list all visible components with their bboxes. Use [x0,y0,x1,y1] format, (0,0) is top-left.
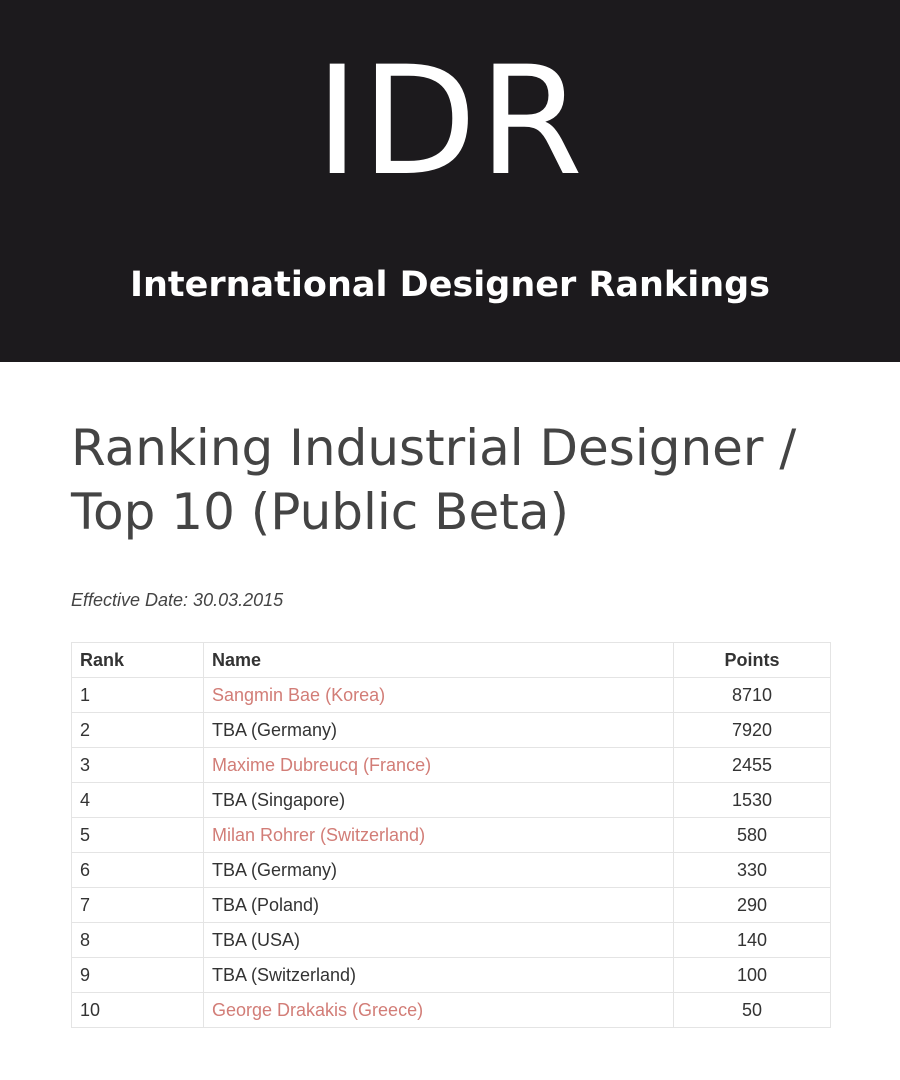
ranking-table: Rank Name Points 1 Sangmin Bae (Korea) 8710 2… [71,642,831,1028]
tagline: International Designer Rankings [129,265,771,305]
rank-cell: 5 [71,817,204,853]
designer-name: TBA (USA) [212,929,301,950]
name-cell: TBA (Poland) [203,887,674,923]
name-cell: TBA (Switzerland) [203,957,674,993]
column-header: Rank [71,642,204,678]
designer-link[interactable]: George Drakakis (Greece) [212,999,424,1020]
points-cell: 100 [673,957,831,993]
name-cell: Sangmin Bae (Korea) [203,677,674,713]
rank-cell: 3 [71,747,204,783]
designer-name: TBA (Germany) [212,859,338,880]
designer-link[interactable]: Sangmin Bae (Korea) [212,684,386,705]
points-cell: 580 [673,817,831,853]
content: Ranking Industrial Designer / Top 10 (Pub… [71,416,831,1028]
name-cell: TBA (Singapore) [203,782,674,818]
logo[interactable]: IDR [315,35,585,209]
heading-line: Ranking Industrial Designer / [71,419,797,477]
points-cell: 8710 [673,677,831,713]
designer-link[interactable]: Milan Rohrer (Switzerland) [212,824,426,845]
designer-name: TBA (Poland) [212,894,320,915]
heading: Ranking Industrial Designer / Top 10 (Pub… [71,416,831,544]
designer-name: TBA (Switzerland) [212,964,357,985]
table-row: 8 TBA (USA) 140 [71,922,831,958]
points-cell: 1530 [673,782,831,818]
effective-date: Effective Date: 30.03.2015 [71,590,284,610]
table-row: 6 TBA (Germany) 330 [71,852,831,888]
table-row: 7 TBA (Poland) 290 [71,887,831,923]
table-row: 9 TBA (Switzerland) 100 [71,957,831,993]
rank-cell: 6 [71,852,204,888]
points-cell: 140 [673,922,831,958]
table-body: 1 Sangmin Bae (Korea) 8710 2 TBA (Germany) 79… [71,677,831,1028]
designer-name: TBA (Singapore) [212,789,346,810]
name-cell: George Drakakis (Greece) [203,992,674,1028]
rank-cell: 2 [71,712,204,748]
header: IDR International Designer Rankings [0,0,900,362]
table-row: 1 Sangmin Bae (Korea) 8710 [71,677,831,713]
designer-name: TBA (Germany) [212,719,338,740]
points-cell: 50 [673,992,831,1028]
name-cell: TBA (Germany) [203,852,674,888]
points-cell: 2455 [673,747,831,783]
rank-cell: 4 [71,782,204,818]
points-cell: 290 [673,887,831,923]
column-header: Points [673,642,831,678]
designer-link[interactable]: Maxime Dubreucq (France) [212,754,432,775]
rank-cell: 9 [71,957,204,993]
rank-cell: 8 [71,922,204,958]
name-cell: TBA (Germany) [203,712,674,748]
header-row: Rank Name Points [71,642,831,678]
table-row: 2 TBA (Germany) 7920 [71,712,831,748]
table-row: 5 Milan Rohrer (Switzerland) 580 [71,817,831,853]
table-row: 10 George Drakakis (Greece) 50 [71,992,831,1028]
heading-line: Top 10 (Public Beta) [71,483,569,541]
rank-cell: 7 [71,887,204,923]
rank-cell: 10 [71,992,204,1028]
table-row: 3 Maxime Dubreucq (France) 2455 [71,747,831,783]
name-cell: TBA (USA) [203,922,674,958]
rank-cell: 1 [71,677,204,713]
column-header: Name [203,642,674,678]
points-cell: 330 [673,852,831,888]
name-cell: Maxime Dubreucq (France) [203,747,674,783]
points-cell: 7920 [673,712,831,748]
name-cell: Milan Rohrer (Switzerland) [203,817,674,853]
table-row: 4 TBA (Singapore) 1530 [71,782,831,818]
